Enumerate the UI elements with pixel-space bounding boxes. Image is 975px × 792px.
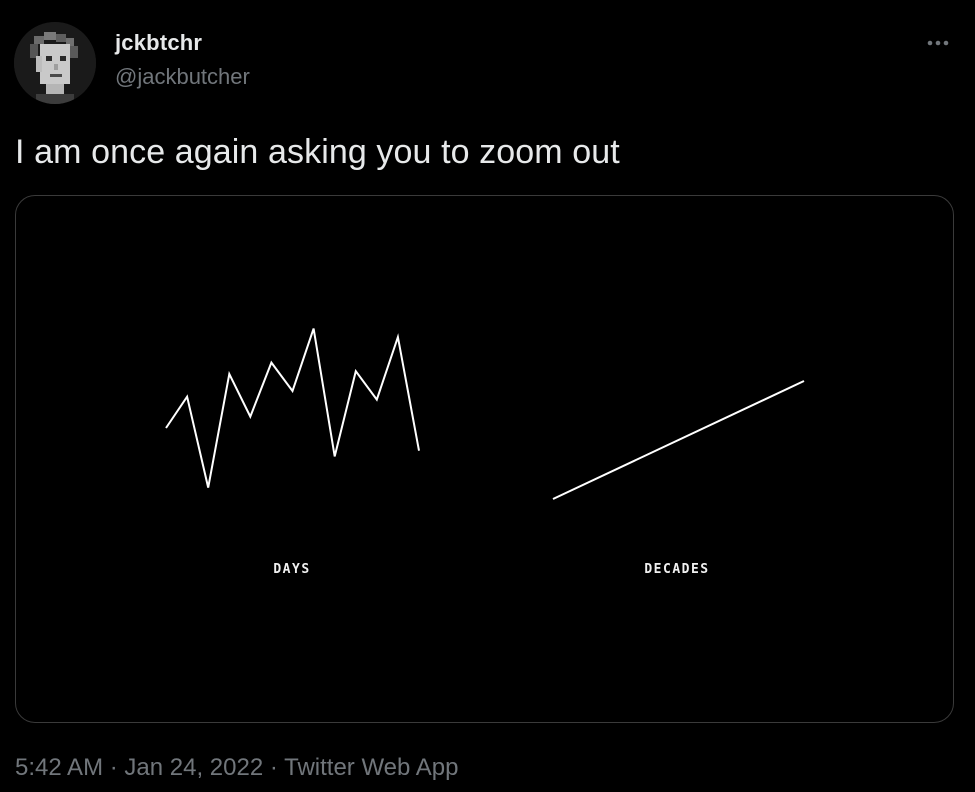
tweet-time[interactable]: 5:42 AM bbox=[15, 754, 104, 781]
tweet-source[interactable]: Twitter Web App bbox=[284, 754, 459, 781]
series-line-days bbox=[165, 328, 420, 488]
tweet-text: I am once again asking you to zoom out bbox=[15, 133, 620, 171]
tweet-media-image[interactable] bbox=[15, 195, 954, 723]
more-options-icon bbox=[927, 40, 949, 46]
zoom-out-chart bbox=[165, 328, 805, 500]
chart-label-days: DAYS bbox=[273, 562, 311, 577]
series-line-decades bbox=[552, 380, 805, 500]
chart-label-decades: DECADES bbox=[644, 562, 710, 577]
author-handle[interactable]: @jackbutcher bbox=[115, 64, 250, 89]
author-display-name[interactable]: jckbtchr bbox=[115, 30, 203, 55]
tweet-meta: 5:42 AM · Jan 24, 2022 · Twitter Web App bbox=[15, 754, 458, 782]
more-options-button[interactable] bbox=[918, 26, 958, 60]
meta-separator: · bbox=[109, 754, 118, 781]
pixel-art-avatar-icon bbox=[14, 22, 96, 104]
tweet-date[interactable]: Jan 24, 2022 bbox=[124, 754, 264, 781]
avatar[interactable] bbox=[14, 22, 96, 104]
meta-separator: · bbox=[269, 754, 278, 781]
